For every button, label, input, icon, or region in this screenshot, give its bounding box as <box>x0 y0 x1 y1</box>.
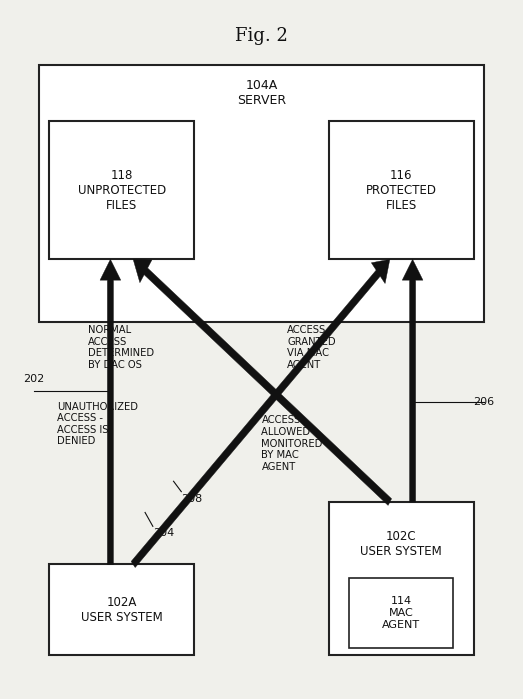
Bar <box>49 121 194 259</box>
Text: 208: 208 <box>181 493 202 503</box>
Bar <box>349 578 453 648</box>
Bar <box>329 502 474 655</box>
Text: UNAUTHORIZED
ACCESS -
ACCESS IS
DENIED: UNAUTHORIZED ACCESS - ACCESS IS DENIED <box>57 401 138 446</box>
Text: 102C
USER SYSTEM: 102C USER SYSTEM <box>360 530 442 558</box>
Text: 118
UNPROTECTED
FILES: 118 UNPROTECTED FILES <box>77 168 166 212</box>
Text: 114
MAC
AGENT: 114 MAC AGENT <box>382 596 420 630</box>
Polygon shape <box>100 259 121 565</box>
Bar <box>329 121 474 259</box>
Bar <box>49 565 194 655</box>
Polygon shape <box>133 259 392 505</box>
Text: ACCESS
GRANTED
VIA MAC
AGENT: ACCESS GRANTED VIA MAC AGENT <box>287 325 336 370</box>
Polygon shape <box>131 259 390 568</box>
Text: 202: 202 <box>24 374 45 384</box>
Polygon shape <box>402 259 423 502</box>
Text: 104A
SERVER: 104A SERVER <box>237 79 286 107</box>
Text: 204: 204 <box>153 528 174 538</box>
Text: 102A
USER SYSTEM: 102A USER SYSTEM <box>81 596 163 624</box>
Text: 116
PROTECTED
FILES: 116 PROTECTED FILES <box>366 168 437 212</box>
Text: NORMAL
ACCESS
DETERMINED
BY DAC OS: NORMAL ACCESS DETERMINED BY DAC OS <box>88 325 154 370</box>
Text: ACCESS
ALLOWED -
MONITORED
BY MAC
AGENT: ACCESS ALLOWED - MONITORED BY MAC AGENT <box>262 415 323 472</box>
Bar <box>39 65 484 322</box>
Text: Fig. 2: Fig. 2 <box>235 27 288 45</box>
Text: 206: 206 <box>473 396 494 407</box>
